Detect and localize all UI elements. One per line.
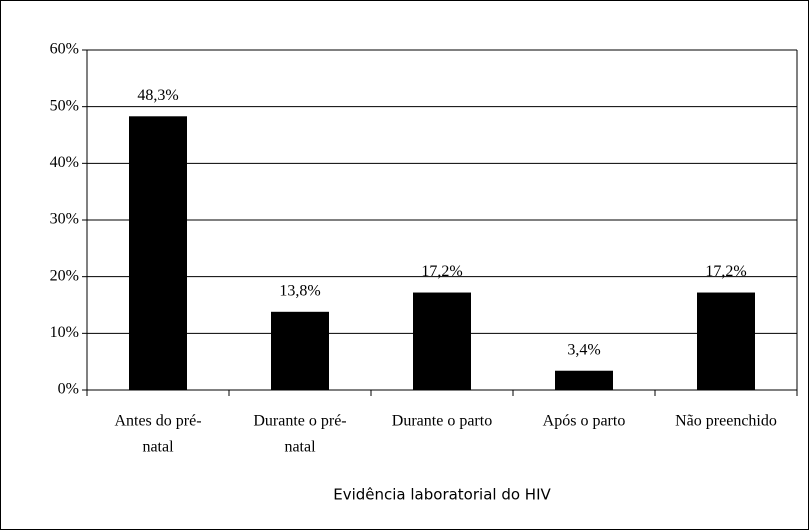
x-tick-label: natal [284,439,316,456]
x-tick-label: Antes do pré- [114,413,201,430]
y-tick-label: 0% [58,381,79,398]
data-label: 48,3% [137,87,178,104]
bar [271,311,329,390]
x-tick-label: natal [142,439,174,456]
x-tick-label: Não preenchido [675,413,777,430]
bar [555,370,613,390]
bar [129,116,187,391]
bar [697,292,755,390]
y-tick-label: 10% [50,324,79,341]
data-label: 13,8% [279,282,320,299]
x-axis-title: Evidência laboratorial do HIV [333,486,551,504]
y-tick-label: 60% [50,41,79,58]
y-tick-label: 30% [50,211,79,228]
y-tick-label: 50% [50,97,79,114]
y-tick-label: 40% [50,154,79,171]
y-tick-label: 20% [50,267,79,284]
x-tick-label: Após o parto [543,413,626,430]
data-label: 3,4% [567,341,600,358]
x-tick-label: Durante o pré- [253,413,346,430]
bar [413,292,471,390]
data-label: 17,2% [421,263,462,280]
data-label: 17,2% [705,263,746,280]
x-tick-label: Durante o parto [392,413,492,430]
